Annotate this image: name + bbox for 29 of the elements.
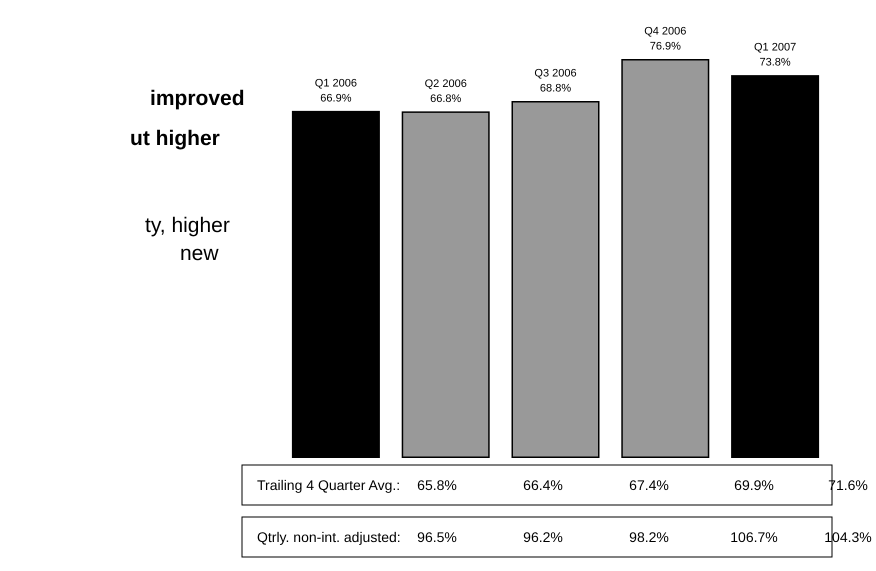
text: Qtrly. non-int. adjusted:: [257, 529, 401, 545]
text: 106.7%: [730, 529, 778, 545]
data-label: 76.9%: [650, 40, 682, 52]
bar: [512, 101, 600, 458]
text: 66.4%: [523, 477, 563, 493]
x-tick-label: Q4 2006: [644, 26, 686, 38]
bar: [402, 111, 490, 458]
text: 98.2%: [629, 529, 669, 545]
text: ut higher: [130, 127, 220, 150]
x-tick-label: Q1 2007: [754, 42, 796, 54]
data-label: 66.9%: [320, 92, 352, 104]
bar: [292, 110, 380, 458]
text: 69.9%: [734, 477, 774, 493]
data-label: 66.8%: [430, 92, 462, 105]
x-tick-label: Q2 2006: [424, 78, 467, 90]
text: Trailing 4 Quarter Avg.:: [257, 477, 400, 493]
text: improved: [150, 87, 245, 110]
text: 67.4%: [629, 477, 669, 493]
text: new: [180, 242, 220, 265]
data-label: 68.8%: [540, 82, 572, 95]
data-label: 73.8%: [760, 56, 791, 69]
text: 96.2%: [523, 529, 563, 545]
text: 65.8%: [417, 477, 457, 493]
x-tick-label: Q3 2006: [534, 68, 577, 80]
x-tick-label: Q1 2006: [314, 77, 357, 90]
bar: [731, 75, 820, 458]
text: ty, higher: [145, 214, 230, 237]
text: 96.5%: [417, 529, 457, 545]
bar: [621, 59, 710, 458]
